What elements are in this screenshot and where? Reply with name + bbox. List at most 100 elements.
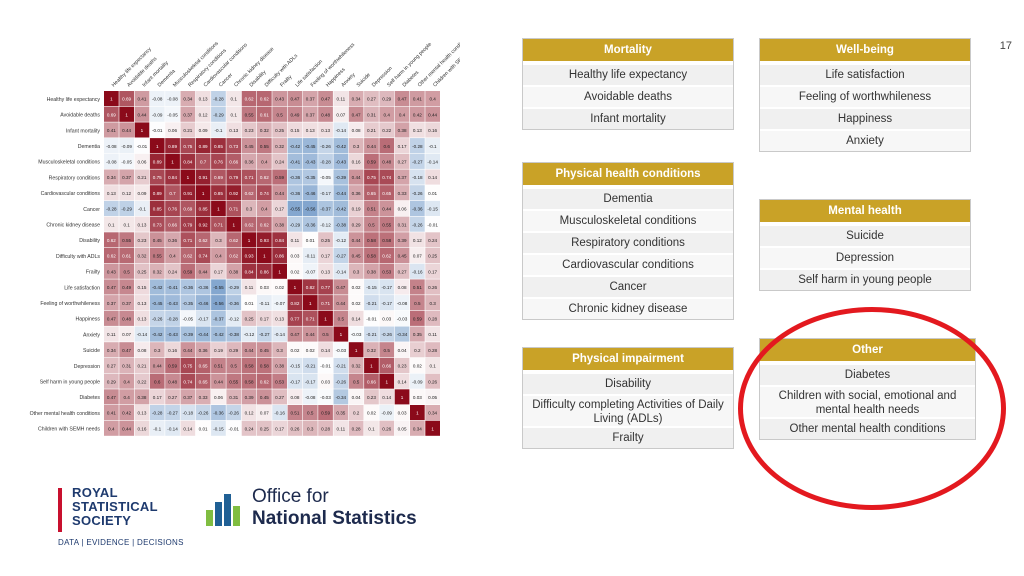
heatmap-cell-value: 0.32 <box>260 128 269 133</box>
heatmap-cell-value: 0.36 <box>199 348 208 353</box>
heatmap-cell-value: 0.41 <box>107 128 116 133</box>
heatmap-cell-value: -0.15 <box>366 285 377 290</box>
heatmap-cell <box>379 279 395 295</box>
heatmap-cell <box>379 122 395 138</box>
list-item: Life satisfaction <box>760 63 970 85</box>
heatmap-cell-value: 0.65 <box>367 191 376 196</box>
heatmap-cell-value: 0.58 <box>245 379 254 384</box>
heatmap-cell-value: 0.53 <box>382 269 391 274</box>
list-item: Anxiety <box>760 129 970 151</box>
heatmap-cell-value: 0.91 <box>199 175 208 180</box>
heatmap-cell-value: 0.82 <box>306 285 315 290</box>
heatmap-cell <box>165 405 180 421</box>
heatmap-cell <box>195 169 211 185</box>
heatmap-cell <box>104 263 119 279</box>
heatmap-cell <box>195 248 211 264</box>
heatmap-cell-value: 0.02 <box>352 285 361 290</box>
heatmap-cell-value: 0.62 <box>245 191 254 196</box>
heatmap-cell-value: -0.01 <box>366 316 377 321</box>
heatmap-cell <box>272 138 287 154</box>
heatmap-cell-value: 0.84 <box>245 269 254 274</box>
heatmap-cell <box>425 279 440 295</box>
heatmap-cell <box>195 405 211 421</box>
heatmap-cell <box>333 420 349 436</box>
heatmap-cell-value: 0.31 <box>398 222 407 227</box>
heatmap-cell <box>333 138 349 154</box>
heatmap-cell <box>272 420 287 436</box>
heatmap-cell <box>394 200 410 216</box>
heatmap-cell <box>180 389 196 405</box>
heatmap-cell <box>364 342 379 358</box>
heatmap-cell-value: 0.74 <box>183 379 192 384</box>
heatmap-cell <box>410 169 425 185</box>
heatmap-cell-value: 0.71 <box>214 222 223 227</box>
heatmap-cell <box>287 279 303 295</box>
heatmap-cell <box>379 295 395 311</box>
heatmap-cell-value: 0.45 <box>260 348 269 353</box>
heatmap-cell <box>104 216 119 232</box>
heatmap-cell <box>272 248 287 264</box>
heatmap-cell-value: 0.41 <box>107 411 116 416</box>
heatmap-cell <box>302 373 318 389</box>
heatmap-cell-value: 0.01 <box>245 301 254 306</box>
highlight-circle <box>738 307 1006 510</box>
heatmap-cell <box>180 91 196 107</box>
heatmap-cell-value: -0.28 <box>167 316 178 321</box>
heatmap-cell-value: 0.27 <box>168 395 177 400</box>
heatmap-cell-value: 0.02 <box>290 269 299 274</box>
heatmap-cell <box>241 169 257 185</box>
heatmap-cell <box>165 91 180 107</box>
heatmap-cell-value: 0.26 <box>290 426 299 431</box>
heatmap-cell-value: -0.26 <box>229 411 240 416</box>
heatmap-cell-value: 0.44 <box>137 112 146 117</box>
heatmap-row-label: Healthy life expectancy <box>47 97 101 103</box>
heatmap-cell-value: 0.09 <box>137 191 146 196</box>
heatmap-cell-value: 0.55 <box>153 254 162 259</box>
heatmap-cell <box>287 138 303 154</box>
list-item: Frailty <box>523 426 733 448</box>
heatmap-cell <box>348 310 364 326</box>
heatmap-cell-value: -0.29 <box>290 222 301 227</box>
heatmap-cell <box>425 420 440 436</box>
heatmap-cell-value: -0.27 <box>412 159 423 164</box>
heatmap-cell-value: 0.21 <box>137 175 146 180</box>
heatmap-cell <box>165 138 180 154</box>
heatmap-cell <box>318 357 333 373</box>
heatmap-cell <box>257 389 272 405</box>
rss-tagline: DATA | EVIDENCE | DECISIONS <box>58 538 184 547</box>
heatmap-cell <box>180 295 196 311</box>
heatmap-cell-value: 0.6 <box>154 379 161 384</box>
heatmap-cell-value: -0.36 <box>305 222 316 227</box>
list-item: Respiratory conditions <box>523 231 733 253</box>
heatmap-cell-value: -0.39 <box>183 332 194 337</box>
heatmap-cell-value: 0.5 <box>368 222 375 227</box>
heatmap-cell-value: 0.71 <box>245 175 254 180</box>
heatmap-cell-value: 0.06 <box>137 159 146 164</box>
heatmap-cell-value: 0.13 <box>199 97 208 102</box>
heatmap-cell-value: 0.01 <box>306 238 315 243</box>
heatmap-cell <box>379 420 395 436</box>
heatmap-cell <box>425 138 440 154</box>
heatmap-cell <box>410 232 425 248</box>
heatmap-cell <box>119 153 134 169</box>
heatmap-cell-value: 0.13 <box>137 316 146 321</box>
heatmap-cell-value: 0.06 <box>168 128 177 133</box>
heatmap-cell <box>272 373 287 389</box>
heatmap-cell-value: 0.71 <box>229 207 238 212</box>
heatmap-cell-value: -0.36 <box>412 207 423 212</box>
heatmap-cell <box>287 357 303 373</box>
heatmap-cell <box>272 185 287 201</box>
heatmap-cell <box>119 169 134 185</box>
heatmap-cell <box>318 91 333 107</box>
heatmap-cell <box>104 91 119 107</box>
heatmap-cell <box>394 263 410 279</box>
heatmap-cell <box>195 232 211 248</box>
heatmap-cell <box>134 153 150 169</box>
heatmap-cell-value: 0.4 <box>169 254 176 259</box>
heatmap-cell <box>348 342 364 358</box>
heatmap-cell <box>348 248 364 264</box>
heatmap-cell-value: 0.27 <box>398 159 407 164</box>
heatmap-cell <box>410 279 425 295</box>
heatmap-cell-value: 0.15 <box>137 285 146 290</box>
heatmap-cell-value: 0.44 <box>183 348 192 353</box>
